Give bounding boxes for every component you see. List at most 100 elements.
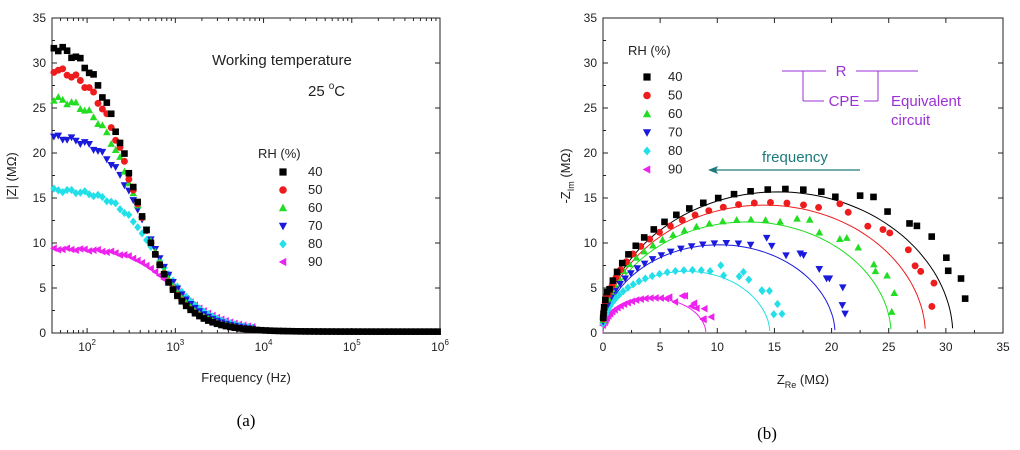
data-point-b — [640, 234, 648, 241]
temperature-number: 25 — [308, 83, 325, 100]
data-point-b — [650, 226, 658, 233]
data-point-a — [412, 328, 419, 335]
plot-frame-b — [602, 17, 1004, 334]
data-point-a — [116, 205, 124, 214]
data-point-b — [805, 215, 814, 223]
data-point-a — [98, 192, 106, 202]
x-tick-label-b: 25 — [882, 340, 896, 354]
data-point-a — [125, 169, 133, 177]
data-point-a — [94, 99, 102, 107]
data-point-a — [72, 53, 80, 61]
x-axis-label-a: Frequency (Hz) — [201, 370, 291, 385]
data-point-a — [89, 113, 98, 121]
data-point-a — [434, 328, 441, 335]
data-point-b — [836, 235, 844, 242]
y-tick-label-a: 0 — [39, 326, 46, 340]
data-point-b — [633, 265, 642, 273]
data-point-a — [54, 47, 62, 55]
data-point-a — [125, 210, 133, 220]
data-point-b — [649, 241, 657, 249]
data-point-a — [178, 297, 186, 305]
data-point-a — [54, 246, 62, 254]
data-point-b — [887, 307, 896, 315]
data-point-a — [249, 326, 256, 333]
data-point-a — [297, 328, 305, 335]
data-point-b — [815, 266, 824, 273]
fit-curve-40 — [602, 191, 954, 334]
data-point-b — [599, 314, 607, 322]
series-b-80 — [599, 261, 786, 328]
data-point-a — [90, 71, 97, 78]
series-a-40 — [50, 43, 441, 335]
data-point-b — [783, 199, 791, 207]
annotation-working-temperature: Working temperature — [212, 52, 352, 69]
data-point-b — [656, 269, 663, 279]
data-point-a — [120, 157, 128, 165]
data-point-b — [842, 233, 851, 241]
data-point-b — [838, 302, 847, 310]
data-point-b — [648, 256, 657, 264]
data-point-a — [288, 327, 296, 335]
data-point-b — [747, 215, 755, 223]
data-point-b — [750, 199, 758, 207]
data-point-a — [103, 156, 111, 164]
data-point-b — [719, 203, 727, 211]
legend-marker-a — [278, 257, 287, 267]
data-point-b — [911, 262, 919, 270]
legend-marker-b — [642, 165, 651, 174]
data-point-b — [678, 216, 686, 224]
data-point-b — [746, 241, 755, 249]
data-point-b — [699, 315, 707, 323]
x-tick-label-b: 35 — [996, 340, 1010, 354]
circuit-cpe-gap — [824, 94, 864, 108]
data-point-b — [799, 252, 808, 260]
data-point-b — [636, 295, 644, 303]
legend-marker-b — [643, 146, 651, 156]
data-point-a — [85, 247, 93, 255]
data-point-b — [700, 304, 708, 313]
data-point-b — [619, 287, 627, 296]
data-point-b — [870, 260, 878, 268]
data-point-b — [629, 280, 637, 289]
data-point-b — [825, 275, 834, 283]
circuit-r-label: R — [836, 63, 847, 80]
data-point-a — [99, 94, 106, 101]
data-point-a — [54, 186, 62, 195]
data-point-a — [59, 188, 67, 197]
data-point-a — [77, 54, 84, 62]
data-point-b — [928, 233, 936, 240]
data-point-b — [745, 275, 753, 284]
data-point-a — [151, 268, 159, 276]
panel-a: 0 5 10 15 20 25 30 35 102 103 104 105 106 Working te… — [4, 11, 449, 430]
legend-label-a: 40 — [308, 164, 322, 179]
data-point-a — [63, 136, 71, 144]
data-point-a — [429, 328, 437, 335]
legend-marker-a — [279, 239, 287, 249]
data-point-b — [761, 216, 770, 224]
data-point-b — [640, 260, 649, 268]
data-point-a — [319, 328, 327, 335]
circuit-title-line1: Equivalent — [891, 93, 962, 110]
data-point-b — [904, 246, 912, 254]
data-point-a — [143, 226, 150, 234]
y-tick-label-a: 35 — [33, 11, 47, 25]
data-point-b — [890, 289, 899, 297]
data-point-a — [94, 120, 102, 127]
data-point-b — [815, 203, 823, 211]
data-point-a — [49, 244, 57, 253]
data-point-a — [253, 326, 261, 334]
data-point-b — [666, 222, 674, 230]
data-point-a — [72, 137, 80, 145]
data-point-a — [390, 328, 397, 335]
data-point-b — [657, 252, 666, 260]
data-point-a — [244, 325, 252, 333]
data-point-a — [350, 328, 358, 335]
data-point-b — [718, 217, 727, 225]
x-tick-label-b: 10 — [711, 340, 725, 354]
data-point-a — [80, 139, 89, 147]
legend-title-a: RH (%) — [258, 146, 301, 161]
data-point-a — [138, 259, 146, 267]
x-axis-label-b: ZRe (MΩ) — [777, 372, 829, 390]
data-point-a — [85, 140, 93, 148]
series-a-70 — [50, 132, 257, 333]
